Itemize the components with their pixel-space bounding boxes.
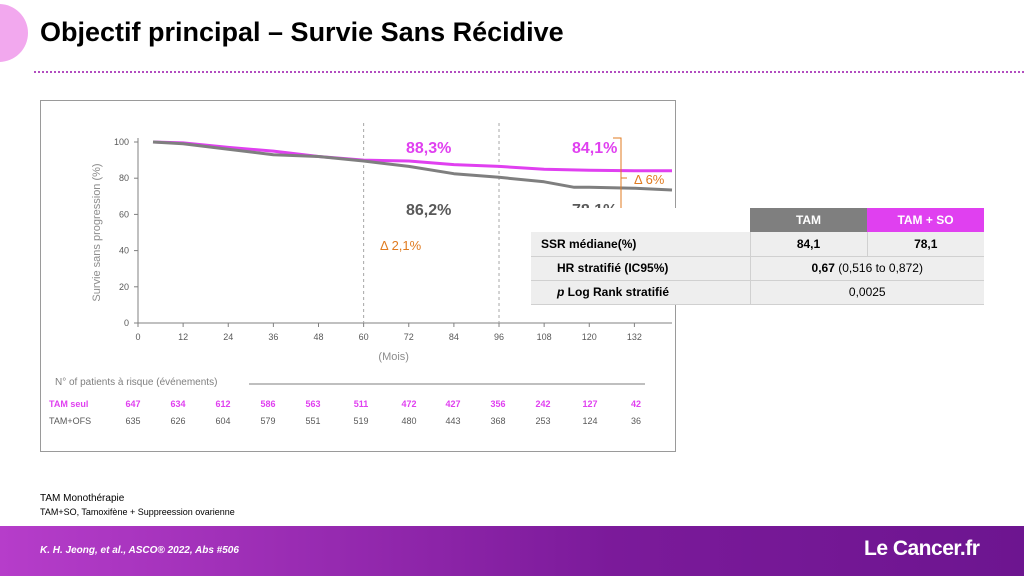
x-tick-label: 120 bbox=[582, 332, 597, 342]
risk-count: 647 bbox=[125, 399, 140, 409]
stats-row-pvalue: p Log Rank stratifié 0,0025 bbox=[531, 280, 984, 305]
risk-count: 480 bbox=[401, 416, 416, 426]
x-tick-label: 72 bbox=[404, 332, 414, 342]
risk-count: 586 bbox=[260, 399, 275, 409]
stats-table: TAM TAM + SO SSR médiane(%) 84,1 78,1 HR… bbox=[531, 208, 984, 305]
curve-tam-so bbox=[152, 140, 672, 173]
pvalue-label-rest: Log Rank stratifié bbox=[564, 285, 670, 299]
x-axis-label: (Mois) bbox=[378, 351, 409, 363]
x-tick-label: 84 bbox=[449, 332, 459, 342]
risk-count: 242 bbox=[535, 399, 550, 409]
y-tick-label: 60 bbox=[119, 209, 129, 219]
hr-value-ci: (0,516 to 0,872) bbox=[834, 261, 923, 275]
annotation-label: 86,2% bbox=[406, 202, 451, 219]
x-tick-label: 12 bbox=[178, 332, 188, 342]
risk-row-label: TAM seul bbox=[49, 399, 88, 409]
y-tick-label: 0 bbox=[124, 318, 129, 328]
pvalue-label-p: p bbox=[557, 285, 565, 299]
curve-tam bbox=[152, 140, 673, 192]
col-header-tam: TAM bbox=[750, 208, 867, 232]
stats-row-hr: HR stratifié (IC95%) 0,67 (0,516 to 0,87… bbox=[531, 256, 984, 281]
risk-count: 634 bbox=[170, 399, 185, 409]
risk-count: 579 bbox=[260, 416, 275, 426]
hr-value: 0,67 (0,516 to 0,872) bbox=[749, 256, 984, 281]
risk-count: 563 bbox=[305, 399, 320, 409]
risk-count: 127 bbox=[582, 399, 597, 409]
lecancer-logo: Le Cancer.fr bbox=[864, 537, 980, 560]
risk-count: 604 bbox=[215, 416, 230, 426]
median-tam: 84,1 bbox=[749, 232, 867, 257]
risk-table-header: N° of patients à risque (événements) bbox=[55, 377, 217, 388]
x-tick-label: 60 bbox=[359, 332, 369, 342]
risk-count: 551 bbox=[305, 416, 320, 426]
risk-count: 42 bbox=[631, 399, 641, 409]
x-tick-label: 0 bbox=[135, 332, 140, 342]
median-tam-so: 78,1 bbox=[866, 232, 984, 257]
risk-row-label: TAM+OFS bbox=[49, 416, 91, 426]
x-tick-label: 36 bbox=[268, 332, 278, 342]
risk-count: 356 bbox=[490, 399, 505, 409]
hr-label: HR stratifié (IC95%) bbox=[531, 256, 750, 281]
risk-count: 635 bbox=[125, 416, 140, 426]
x-tick-label: 96 bbox=[494, 332, 504, 342]
y-tick-label: 40 bbox=[119, 246, 129, 256]
col-header-tam-so: TAM + SO bbox=[867, 208, 984, 232]
risk-count: 472 bbox=[401, 399, 416, 409]
risk-count: 427 bbox=[445, 399, 460, 409]
x-tick-label: 132 bbox=[627, 332, 642, 342]
footnote-tam-so: TAM+SO, Tamoxifène + Suppreession ovarie… bbox=[40, 507, 235, 517]
annotation-label: Δ 6% bbox=[634, 172, 665, 187]
title-divider bbox=[34, 71, 1024, 73]
x-tick-label: 108 bbox=[537, 332, 552, 342]
risk-count: 626 bbox=[170, 416, 185, 426]
y-axis-label: Survie sans progression (%) bbox=[91, 163, 103, 301]
y-tick-label: 80 bbox=[119, 173, 129, 183]
stats-row-median: SSR médiane(%) 84,1 78,1 bbox=[531, 232, 984, 257]
annotation-label: 88,3% bbox=[406, 140, 451, 157]
y-tick-label: 20 bbox=[119, 282, 129, 292]
stats-header-row: TAM TAM + SO bbox=[531, 208, 984, 232]
risk-count: 36 bbox=[631, 416, 641, 426]
footnote-tam: TAM Monothérapie bbox=[40, 493, 125, 504]
y-tick-label: 100 bbox=[114, 137, 129, 147]
corner-decoration bbox=[0, 4, 28, 62]
median-label: SSR médiane(%) bbox=[531, 232, 750, 257]
risk-count: 368 bbox=[490, 416, 505, 426]
pvalue-value: 0,0025 bbox=[749, 280, 984, 305]
risk-count: 519 bbox=[353, 416, 368, 426]
citation: K. H. Jeong, et al., ASCO® 2022, Abs #50… bbox=[40, 545, 239, 556]
pvalue-label: p Log Rank stratifié bbox=[531, 280, 750, 305]
hr-value-main: 0,67 bbox=[811, 261, 835, 275]
footer-bar: K. H. Jeong, et al., ASCO® 2022, Abs #50… bbox=[0, 526, 1024, 576]
risk-count: 612 bbox=[215, 399, 230, 409]
risk-count: 511 bbox=[354, 399, 369, 409]
risk-count: 443 bbox=[445, 416, 460, 426]
annotation-label: 84,1% bbox=[572, 140, 617, 157]
annotation-label: Δ 2,1% bbox=[380, 238, 422, 253]
slide-title: Objectif principal – Survie Sans Récidiv… bbox=[40, 17, 564, 47]
risk-count: 253 bbox=[535, 416, 550, 426]
x-tick-label: 24 bbox=[223, 332, 233, 342]
risk-count: 124 bbox=[582, 416, 597, 426]
x-tick-label: 48 bbox=[313, 332, 323, 342]
